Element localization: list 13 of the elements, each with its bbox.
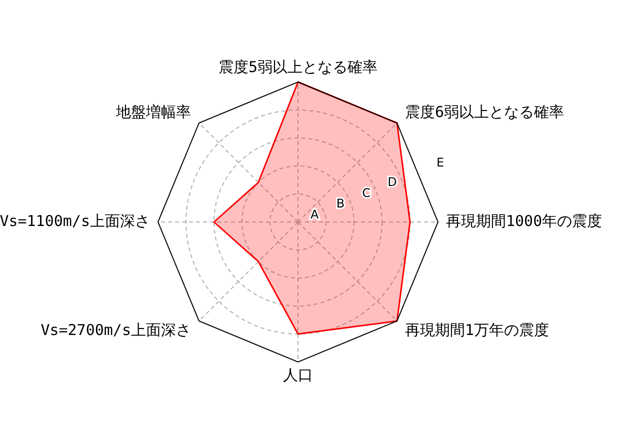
spoke-label: Vs=2700m/s上面深さ [40,320,192,340]
spoke-label: 震度6弱以上となる確率 [404,103,564,122]
y-tick-label: D [388,175,397,190]
spoke-label: 震度5弱以上となる確率 [218,58,378,76]
y-tick-label: B [336,196,345,211]
spoke-label: 再現期間1万年の震度 [404,320,550,340]
y-tick-label: C [362,186,371,200]
spoke-label: 地盤増幅率 [115,103,192,122]
spoke-label: 再現期間1000年の震度 [446,212,602,230]
spoke-label: 人口 [283,366,313,384]
spoke-label: Vs=1100m/s上面深さ [0,212,150,230]
y-tick-label: E [436,155,444,170]
y-tick-label: A [310,207,320,222]
